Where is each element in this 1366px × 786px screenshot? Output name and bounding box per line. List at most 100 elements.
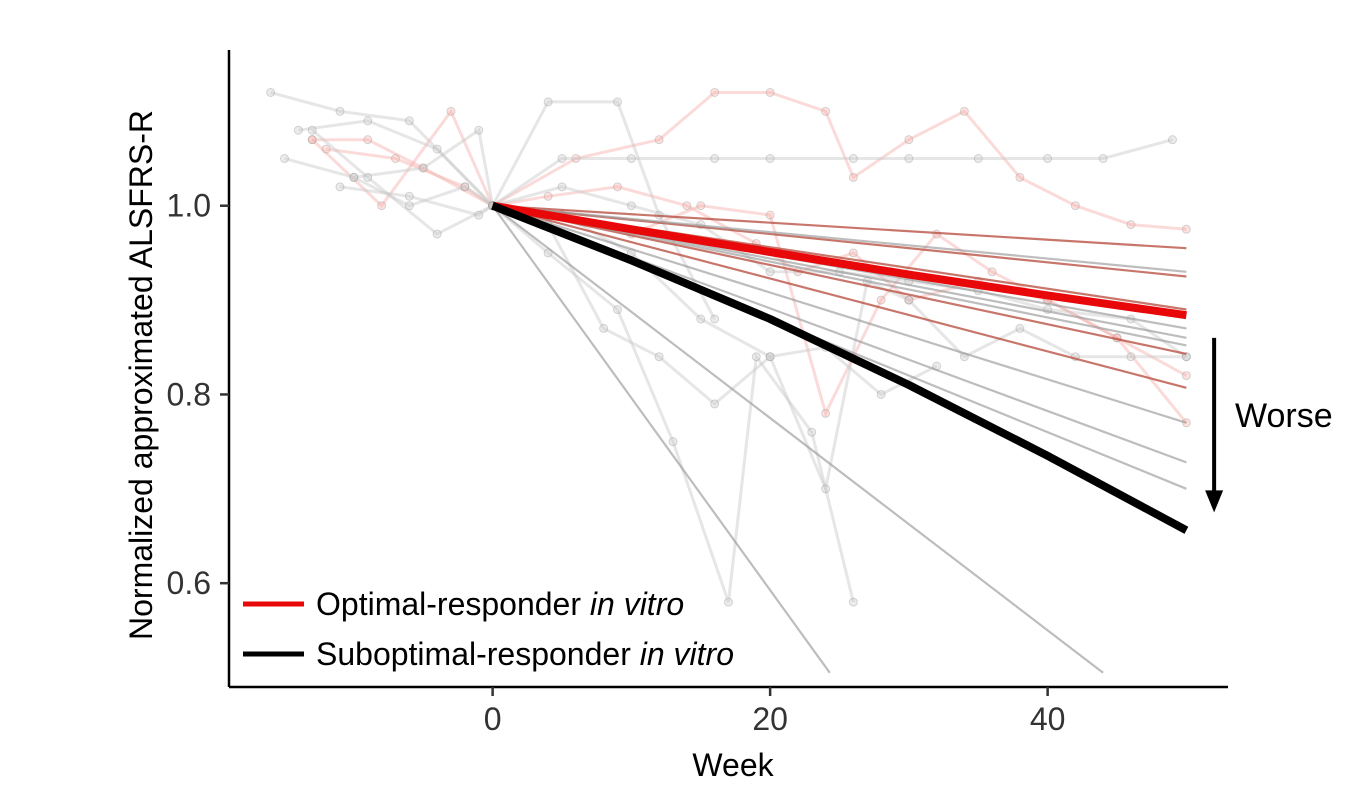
worse-annotation: Worse: [1205, 337, 1333, 513]
y-axis-title: Normalized approximated ALSFRS-R: [123, 110, 159, 640]
raw-point: [460, 182, 470, 192]
raw-point: [848, 154, 858, 164]
x-ticks: 0 20 40: [484, 687, 1065, 737]
raw-point: [765, 267, 775, 277]
raw-point: [418, 163, 428, 173]
raw-point: [973, 154, 983, 164]
raw-point: [307, 135, 317, 145]
raw-point: [765, 154, 775, 164]
legend-label-suboptimal: Suboptimal-responder in vitro: [316, 636, 734, 672]
raw-series-suboptimal-7: [349, 172, 942, 409]
raw-point: [807, 427, 817, 437]
raw-point: [710, 314, 720, 324]
raw-point: [987, 267, 997, 277]
raw-point: [904, 295, 914, 305]
raw-point: [1015, 323, 1025, 333]
raw-point: [765, 352, 775, 362]
raw-point: [349, 172, 359, 182]
raw-point: [696, 201, 706, 211]
raw-point: [1043, 154, 1053, 164]
fit-line-optimal-0: [492, 204, 1187, 250]
raw-point: [1015, 172, 1025, 182]
raw-point: [418, 163, 428, 173]
raw-point: [765, 87, 775, 97]
raw-point: [626, 201, 636, 211]
y-tick-label: 0.8: [167, 376, 211, 412]
raw-point: [848, 172, 858, 182]
raw-point: [432, 144, 442, 154]
raw-series-line: [312, 138, 1188, 424]
raw-point: [1168, 135, 1177, 145]
raw-point: [654, 352, 664, 362]
raw-series-layer: [266, 87, 1191, 607]
raw-point: [724, 597, 733, 607]
raw-point: [751, 352, 761, 362]
raw-point: [404, 201, 414, 211]
raw-point: [682, 201, 692, 211]
raw-point: [363, 135, 373, 145]
legend-label-optimal: Optimal-responder in vitro: [316, 586, 684, 622]
raw-point: [1181, 352, 1191, 362]
mean-curve-suboptimal: [491, 201, 1189, 534]
raw-point: [613, 182, 622, 192]
fit-line-suboptimal-5: [492, 204, 1187, 273]
raw-point: [293, 125, 303, 135]
raw-point: [765, 210, 775, 220]
raw-point: [821, 408, 831, 418]
raw-point: [1181, 371, 1191, 381]
raw-point: [335, 182, 345, 192]
raw-point: [1126, 220, 1136, 230]
fit-line-suboptimal-12: [491, 205, 831, 674]
legend: Optimal-responder in vitro Suboptimal-re…: [243, 586, 734, 672]
mean-curve-optimal: [491, 201, 1187, 320]
raw-series-line: [270, 91, 1173, 208]
fit-line-suboptimal-9: [492, 204, 1187, 424]
raw-point: [432, 229, 442, 239]
raw-point: [363, 172, 373, 182]
raw-point: [1070, 201, 1080, 211]
raw-series-line: [311, 129, 1187, 494]
raw-point: [696, 314, 706, 324]
raw-point: [349, 172, 359, 182]
legend-label-suboptimal-text: Suboptimal-responder: [316, 636, 640, 672]
raw-point: [599, 323, 609, 333]
raw-point: [821, 106, 831, 116]
raw-point: [848, 597, 858, 607]
fit-line-optimal-4: [492, 204, 1187, 389]
raw-point: [668, 437, 678, 447]
raw-series-line: [298, 100, 716, 320]
raw-point: [626, 154, 636, 164]
y-tick-label: 1.0: [167, 188, 211, 224]
x-tick-label: 0: [484, 701, 502, 737]
x-axis-title: Week: [692, 747, 774, 783]
raw-point: [959, 106, 969, 116]
worse-arrow-head: [1205, 490, 1224, 513]
raw-series-line: [284, 127, 855, 603]
x-tick-label: 20: [752, 701, 788, 737]
mean-curves-layer: [491, 201, 1189, 534]
legend-label-optimal-text: Optimal-responder: [316, 586, 590, 622]
fit-line-suboptimal-13: [491, 204, 1104, 674]
raw-point: [904, 154, 914, 164]
raw-point: [1126, 352, 1136, 362]
raw-point: [904, 135, 914, 145]
raw-point: [876, 389, 886, 399]
raw-point: [280, 154, 289, 164]
raw-series-optimal-0: [307, 87, 1191, 234]
raw-point: [377, 201, 387, 211]
raw-series-suboptimal-8: [335, 182, 1191, 362]
raw-point: [557, 182, 567, 192]
raw-point: [1098, 154, 1108, 164]
raw-series-line: [353, 176, 938, 406]
raw-point: [710, 87, 720, 97]
raw-point: [710, 154, 720, 164]
fit-line-optimal-3: [492, 204, 1187, 355]
raw-point: [613, 97, 622, 107]
raw-point: [543, 97, 553, 107]
raw-point: [335, 106, 345, 116]
raw-point: [404, 116, 414, 126]
raw-point: [321, 144, 331, 154]
raw-point: [363, 116, 373, 126]
worse-label: Worse: [1235, 397, 1333, 435]
raw-point: [571, 154, 581, 164]
